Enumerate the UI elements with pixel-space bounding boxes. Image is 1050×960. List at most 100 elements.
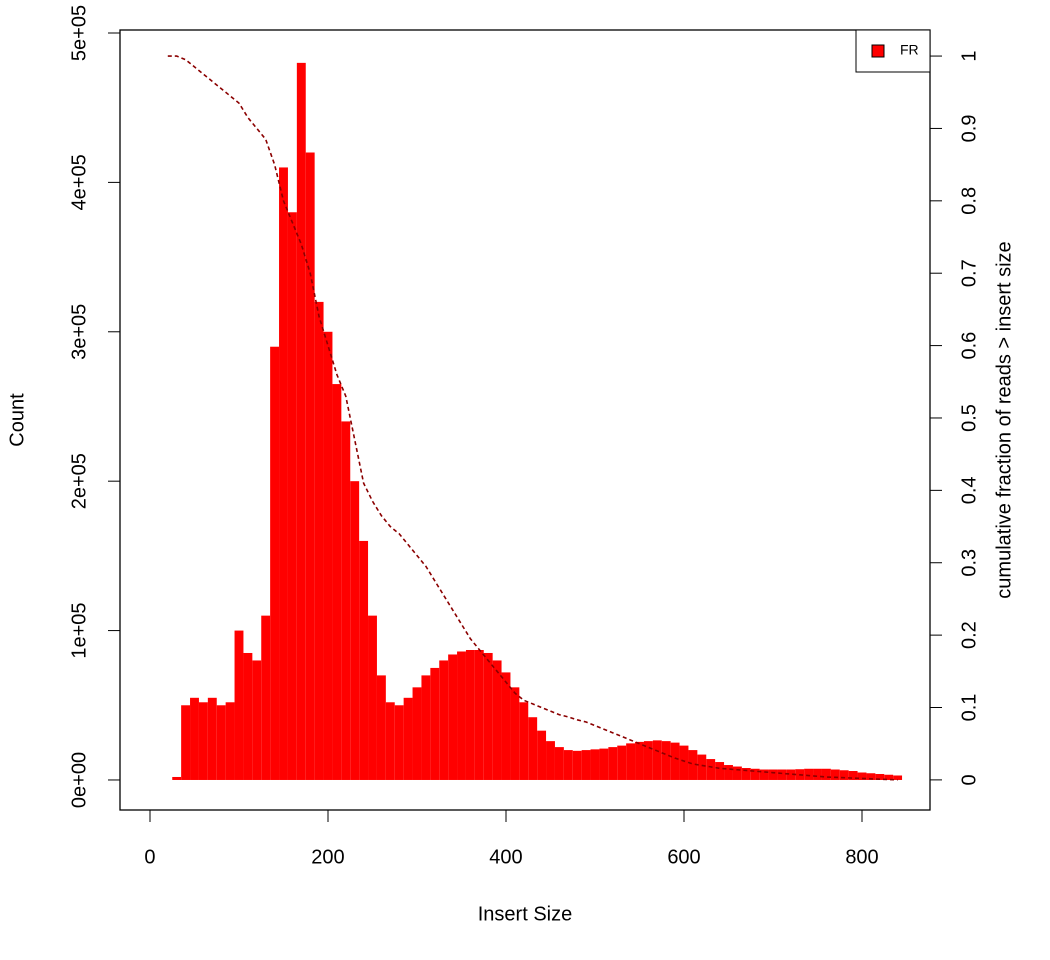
bar [661, 741, 671, 780]
bar [341, 421, 351, 780]
bar [421, 675, 431, 780]
legend-box [855, 29, 931, 73]
bar [270, 346, 280, 780]
bar [830, 769, 840, 780]
bar [296, 62, 306, 780]
bar [617, 745, 627, 780]
bar [537, 730, 547, 780]
bar [528, 717, 538, 780]
bar [492, 660, 502, 780]
bar [643, 741, 653, 780]
bar [821, 768, 831, 780]
bar [893, 775, 903, 780]
y2-tick-label: 1 [958, 50, 980, 61]
y2-tick-label: 0.5 [958, 404, 980, 432]
bar [457, 651, 466, 780]
bar [225, 702, 235, 780]
bar [563, 750, 573, 780]
bar [590, 749, 600, 780]
bar [385, 702, 395, 780]
bar [350, 481, 360, 780]
bar [786, 769, 796, 780]
bar [848, 771, 858, 780]
y2-tick-label: 0.7 [958, 259, 980, 287]
bar [750, 768, 760, 780]
y-tick-label: 4e+05 [68, 154, 90, 210]
bar [519, 702, 529, 780]
y-tick-label: 5e+05 [68, 5, 90, 61]
bar [546, 741, 555, 780]
bar [172, 776, 182, 780]
bar [181, 705, 191, 780]
bar [688, 750, 698, 780]
x-tick-label: 800 [845, 846, 878, 868]
bar [483, 652, 493, 780]
x-tick-label: 400 [489, 846, 522, 868]
x-axis-label: Insert Size [478, 903, 572, 925]
y-tick-label: 3e+05 [68, 304, 90, 360]
bar [216, 705, 226, 780]
y2-tick-label: 0.6 [958, 332, 980, 360]
x-tick-label: 0 [144, 846, 155, 868]
bar [804, 768, 814, 780]
bar [599, 748, 609, 780]
bar [724, 765, 733, 780]
bar [679, 745, 689, 780]
bar [697, 754, 707, 780]
bar [670, 742, 680, 780]
bar [198, 702, 208, 780]
bar [741, 768, 751, 780]
y2-tick-label: 0.8 [958, 187, 980, 215]
bar [884, 774, 894, 780]
y2-tick-label: 0.4 [958, 476, 980, 504]
bar [759, 769, 769, 780]
y2-tick-label: 0.9 [958, 115, 980, 143]
bar [368, 615, 377, 780]
bar [439, 660, 449, 780]
cumulative-line [167, 55, 898, 781]
bar [234, 630, 244, 780]
bar [474, 649, 484, 780]
bar [430, 667, 440, 780]
bar [359, 540, 369, 780]
bar [608, 747, 618, 780]
bar [581, 750, 591, 780]
bar [635, 741, 644, 780]
bar [866, 773, 876, 780]
y-tick-label: 2e+05 [68, 453, 90, 509]
y2-tick-label: 0 [958, 774, 980, 785]
bar [412, 687, 422, 780]
bar [626, 743, 636, 780]
bar [314, 301, 324, 780]
bar [875, 773, 885, 780]
y2-axis-label: cumulative fraction of reads > insert si… [993, 241, 1015, 598]
bar [465, 649, 475, 780]
bar [777, 769, 787, 780]
bar [243, 652, 253, 780]
y2-tick-label: 0.2 [958, 621, 980, 649]
bar [732, 766, 742, 780]
plot-frame [119, 29, 931, 811]
bar [554, 747, 564, 780]
bar [403, 697, 413, 780]
bar [501, 672, 511, 780]
bar [839, 770, 849, 780]
bar [332, 384, 342, 780]
bar [376, 675, 386, 780]
legend-label: FR [900, 42, 919, 58]
bar [813, 768, 822, 780]
bar [510, 687, 520, 780]
bar [652, 740, 662, 780]
y2-tick-label: 0.1 [958, 694, 980, 722]
bar [706, 759, 716, 780]
y-axis-label: Count [6, 393, 28, 447]
bar [323, 331, 333, 780]
bar [857, 772, 867, 780]
bar [715, 762, 725, 780]
bar [261, 615, 271, 780]
bar [287, 212, 297, 780]
bar [394, 705, 404, 780]
bar [252, 660, 262, 780]
bar [768, 769, 778, 780]
